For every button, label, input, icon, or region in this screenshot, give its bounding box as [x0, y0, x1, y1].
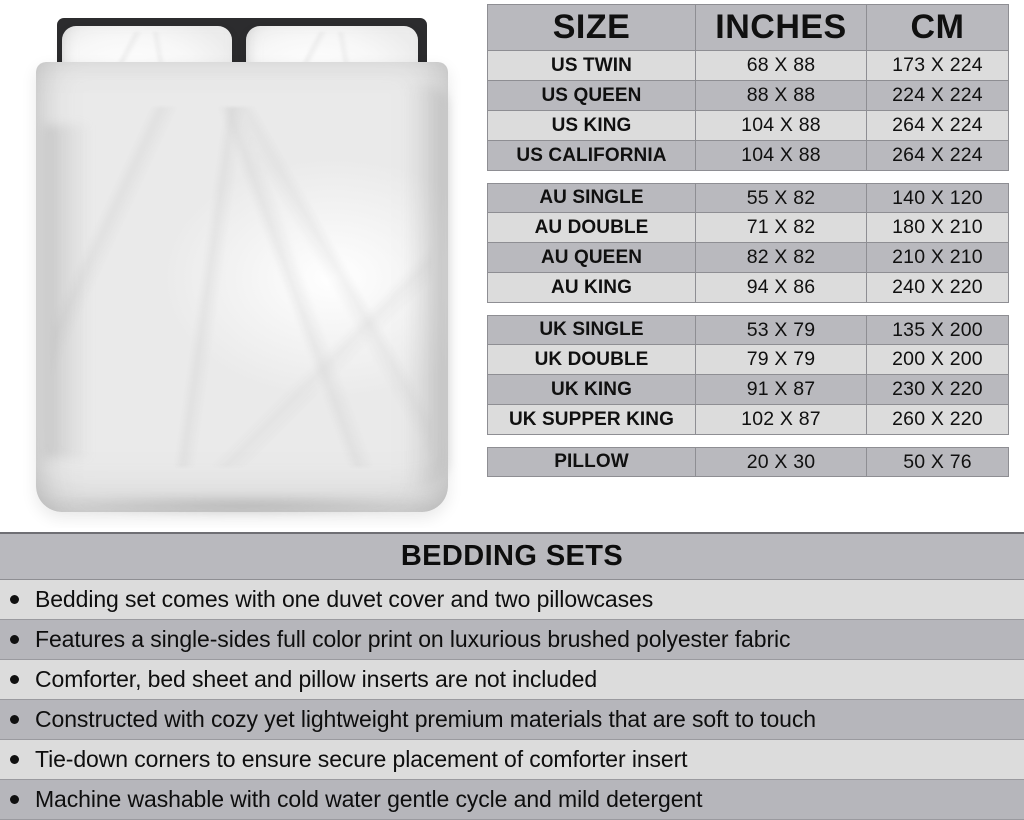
- top-area: SIZE INCHES CM US TWIN 68 X 88 173 X 224…: [0, 0, 1024, 530]
- table-row: UK SINGLE 53 X 79 135 X 200: [487, 315, 1009, 345]
- bed-drop-shadow: [44, 494, 440, 516]
- column-header-inches: INCHES: [696, 5, 867, 50]
- cell-size: PILLOW: [488, 448, 696, 476]
- cell-cm: 224 X 224: [892, 84, 983, 106]
- table-row: PILLOW 20 X 30 50 X 76: [487, 447, 1009, 477]
- cell-inches: 94 X 86: [696, 273, 867, 302]
- cell-size: UK DOUBLE: [488, 345, 696, 374]
- duvet-right-fold: [408, 86, 448, 486]
- bullet-icon: [10, 715, 19, 724]
- list-item-text: Machine washable with cold water gentle …: [35, 786, 703, 812]
- cell-cm: 180 X 210: [892, 216, 983, 238]
- cell-cm: 50 X 76: [903, 450, 972, 473]
- cell-cm: 260 X 220: [892, 408, 983, 430]
- table-row: US KING 104 X 88 264 X 224: [487, 111, 1009, 141]
- duvet-cover: [36, 62, 448, 512]
- cell-size: UK KING: [488, 375, 696, 404]
- cell-inches: 104 X 88: [696, 141, 867, 170]
- cell-size: AU SINGLE: [488, 184, 696, 212]
- table-row: US TWIN 68 X 88 173 X 224: [487, 51, 1009, 81]
- cell-size: US TWIN: [488, 51, 696, 80]
- cell-inches: 79 X 79: [696, 345, 867, 374]
- list-item: Machine washable with cold water gentle …: [0, 780, 1024, 820]
- column-header-cm: CM: [910, 8, 965, 46]
- column-header-size: SIZE: [488, 5, 696, 50]
- cell-size: AU DOUBLE: [488, 213, 696, 242]
- product-image: [0, 0, 484, 528]
- cell-cm: 230 X 220: [892, 378, 983, 400]
- cell-inches: 55 X 82: [696, 184, 867, 212]
- list-item-text: Constructed with cozy yet lightweight pr…: [35, 706, 816, 732]
- cell-cm: 210 X 210: [892, 246, 983, 268]
- table-row: AU DOUBLE 71 X 82 180 X 210: [487, 213, 1009, 243]
- cell-inches: 53 X 79: [696, 316, 867, 344]
- list-item-text: Features a single-sides full color print…: [35, 626, 791, 652]
- list-item: Features a single-sides full color print…: [0, 620, 1024, 660]
- cell-inches: 20 X 30: [696, 448, 867, 476]
- cell-inches: 102 X 87: [696, 405, 867, 434]
- bedding-sets-header: BEDDING SETS: [0, 534, 1024, 580]
- bedding-set-illustration: [0, 0, 484, 528]
- cell-size: US KING: [488, 111, 696, 140]
- size-table-group-au: AU SINGLE 55 X 82 140 X 120 AU DOUBLE 71…: [487, 183, 1009, 303]
- cell-size: AU KING: [488, 273, 696, 302]
- table-row: UK KING 91 X 87 230 X 220: [487, 375, 1009, 405]
- bullet-icon: [10, 635, 19, 644]
- cell-size: US QUEEN: [488, 81, 696, 110]
- cell-inches: 91 X 87: [696, 375, 867, 404]
- table-row: UK DOUBLE 79 X 79 200 X 200: [487, 345, 1009, 375]
- cell-cm: 200 X 200: [892, 348, 983, 370]
- cell-inches: 104 X 88: [696, 111, 867, 140]
- list-item: Comforter, bed sheet and pillow inserts …: [0, 660, 1024, 700]
- list-item-text: Comforter, bed sheet and pillow inserts …: [35, 666, 598, 692]
- size-table-group-us: SIZE INCHES CM US TWIN 68 X 88 173 X 224…: [487, 4, 1009, 171]
- cell-inches: 71 X 82: [696, 213, 867, 242]
- list-item-text: Bedding set comes with one duvet cover a…: [35, 586, 654, 612]
- table-row: UK SUPPER KING 102 X 87 260 X 220: [487, 405, 1009, 435]
- table-row: AU QUEEN 82 X 82 210 X 210: [487, 243, 1009, 273]
- bedding-sets-panel: BEDDING SETS Bedding set comes with one …: [0, 532, 1024, 820]
- cell-cm: 135 X 200: [892, 318, 983, 341]
- table-row: US QUEEN 88 X 88 224 X 224: [487, 81, 1009, 111]
- cell-inches: 68 X 88: [696, 51, 867, 80]
- bullet-icon: [10, 755, 19, 764]
- size-table-group-uk: UK SINGLE 53 X 79 135 X 200 UK DOUBLE 79…: [487, 315, 1009, 435]
- bedding-sets-title: BEDDING SETS: [400, 540, 624, 572]
- bullet-icon: [10, 675, 19, 684]
- size-table-header-row: SIZE INCHES CM: [487, 4, 1009, 51]
- cell-size: US CALIFORNIA: [488, 141, 696, 170]
- list-item: Tie-down corners to ensure secure placem…: [0, 740, 1024, 780]
- cell-cm: 264 X 224: [892, 114, 983, 136]
- table-row: US CALIFORNIA 104 X 88 264 X 224: [487, 141, 1009, 171]
- cell-cm: 264 X 224: [892, 144, 983, 166]
- cell-cm: 173 X 224: [892, 54, 983, 76]
- size-table-group-pillow: PILLOW 20 X 30 50 X 76: [487, 447, 1009, 477]
- cell-cm: 240 X 220: [892, 276, 983, 298]
- cell-size: UK SINGLE: [488, 316, 696, 344]
- cell-inches: 82 X 82: [696, 243, 867, 272]
- list-item: Bedding set comes with one duvet cover a…: [0, 580, 1024, 620]
- bullet-icon: [10, 795, 19, 804]
- cell-size: AU QUEEN: [488, 243, 696, 272]
- list-item-text: Tie-down corners to ensure secure placem…: [35, 746, 688, 772]
- table-row: AU KING 94 X 86 240 X 220: [487, 273, 1009, 303]
- table-row: AU SINGLE 55 X 82 140 X 120: [487, 183, 1009, 213]
- list-item: Constructed with cozy yet lightweight pr…: [0, 700, 1024, 740]
- cell-size: UK SUPPER KING: [488, 405, 696, 434]
- cell-cm: 140 X 120: [892, 186, 983, 209]
- size-table: SIZE INCHES CM US TWIN 68 X 88 173 X 224…: [487, 4, 1009, 489]
- bullet-icon: [10, 595, 19, 604]
- cell-inches: 88 X 88: [696, 81, 867, 110]
